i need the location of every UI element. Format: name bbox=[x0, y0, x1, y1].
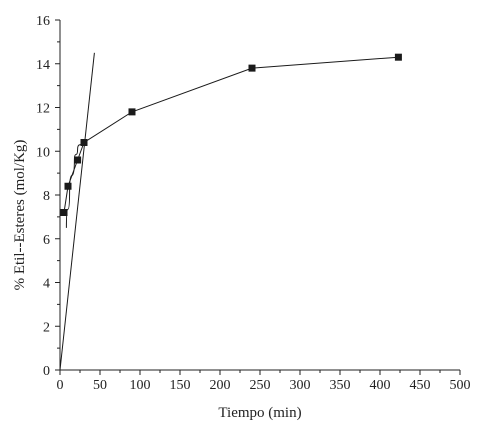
x-axis-label: Tiempo (min) bbox=[218, 405, 301, 421]
series-0-line bbox=[63, 56, 399, 213]
x-tick-label: 400 bbox=[370, 378, 391, 393]
y-tick-label: 14 bbox=[36, 58, 50, 73]
x-tick-label: 450 bbox=[410, 378, 431, 393]
data-point-marker bbox=[74, 156, 82, 164]
data-point-marker bbox=[64, 182, 72, 190]
data-point-marker bbox=[80, 139, 88, 146]
x-tick-label: 300 bbox=[290, 378, 311, 393]
x-tick-label: 250 bbox=[250, 378, 271, 393]
y-tick-label: 0 bbox=[43, 364, 50, 379]
data-point-marker bbox=[128, 108, 136, 116]
y-tick-label: 16 bbox=[36, 14, 50, 29]
axes: 0 50 100 150 200 250 300 350 400 450 500 0 2 4 6 8 10 12 1… bbox=[36, 14, 471, 393]
x-tick-label: 200 bbox=[210, 378, 231, 393]
x-tick-label: 500 bbox=[450, 378, 471, 393]
y-tick-label: 8 bbox=[43, 189, 50, 204]
series-2-curve bbox=[65, 140, 83, 228]
x-tick-label: 350 bbox=[330, 378, 351, 393]
y-axis-label: % Etil--Esteres (mol/Kg) bbox=[12, 140, 28, 291]
y-tick-label: 6 bbox=[43, 233, 50, 248]
x-tick-label: 0 bbox=[57, 378, 64, 393]
x-tick-label: 50 bbox=[93, 378, 107, 393]
y-tick-label: 10 bbox=[36, 145, 50, 160]
data-point-marker bbox=[248, 64, 256, 72]
data-point-marker bbox=[394, 53, 402, 61]
x-tick-label: 100 bbox=[130, 378, 151, 393]
series-layer bbox=[59, 52, 402, 371]
x-tick-label: 150 bbox=[170, 378, 191, 393]
y-tick-label: 4 bbox=[43, 277, 50, 292]
series-1-line bbox=[59, 52, 95, 371]
data-point-marker bbox=[60, 209, 68, 216]
y-tick-label: 12 bbox=[36, 102, 50, 117]
y-tick-label: 2 bbox=[43, 320, 50, 335]
